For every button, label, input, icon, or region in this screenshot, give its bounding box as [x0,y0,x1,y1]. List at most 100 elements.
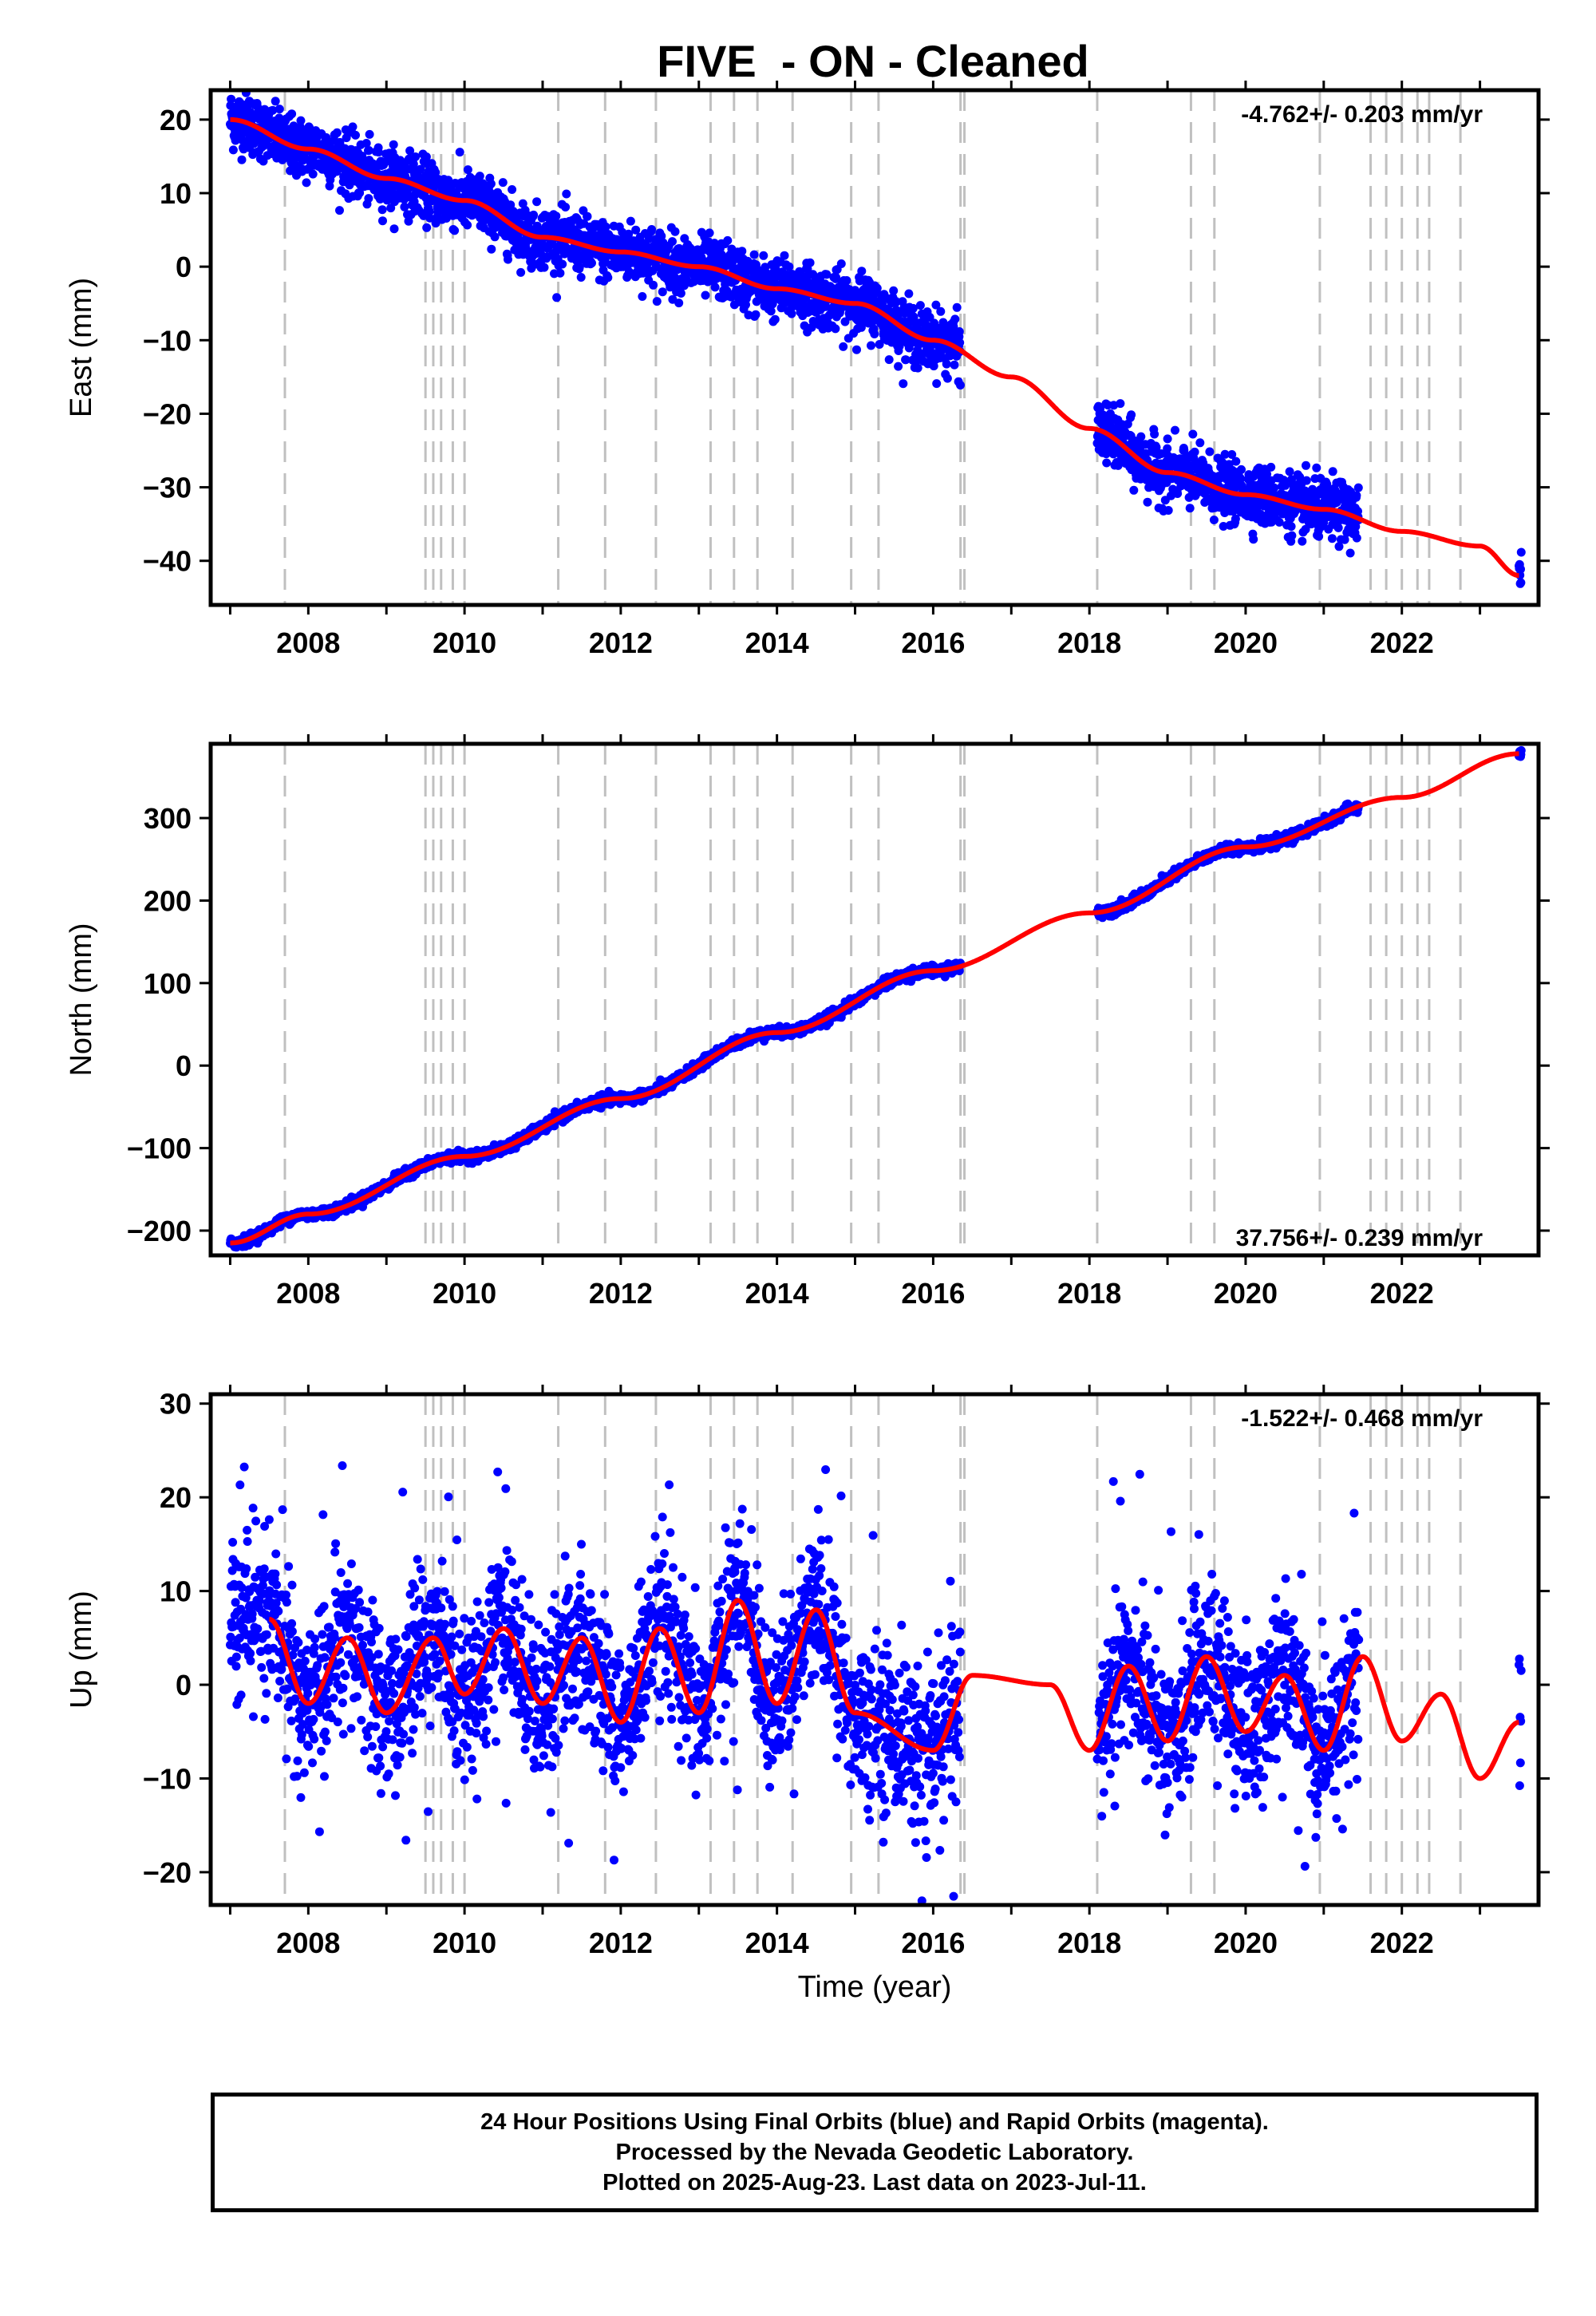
data-point [884,355,894,365]
data-point [723,235,733,245]
data-point [805,258,815,267]
data-point [227,94,236,104]
data-point [404,216,413,226]
data-points-group [226,90,1526,588]
data-point [737,247,747,256]
data-point [889,286,899,295]
data-point [425,207,434,216]
panel-east: 2008 2010 2012 2014 2016 2018 2020 202220100−10… [65,81,1550,659]
data-point [751,310,760,319]
data-point [891,297,901,306]
data-point [508,185,517,194]
data-point [867,341,875,350]
data-point [1298,536,1307,546]
data-point [355,188,365,198]
y-tick-label: −10 [143,324,192,357]
model-fit-line [230,117,1519,579]
data-point [504,255,512,264]
data-point [463,165,472,175]
y-axis-label: East (mm) [65,278,98,417]
data-point [913,363,922,373]
data-point [904,289,914,298]
data-point [365,129,374,139]
data-point [271,97,280,106]
data-point [1312,463,1321,472]
data-point [296,116,306,125]
data-point [1262,469,1272,479]
data-point [842,276,851,285]
x-tick-label: 2022 [1370,626,1434,659]
data-point [701,290,710,300]
data-point [455,148,464,157]
data-point [647,225,657,234]
y-tick-label: 0 [176,251,192,283]
data-point [381,157,390,167]
y-tick-label: −20 [143,397,192,430]
data-point [624,229,634,239]
data-point [1302,460,1310,470]
data-point [932,379,942,389]
data-point [389,224,399,234]
data-point [416,164,425,174]
data-point [1352,533,1361,543]
data-point [1143,497,1152,507]
data-point [1156,449,1166,458]
data-point [908,303,918,313]
data-point [377,205,387,215]
data-point [766,306,776,316]
data-point [822,270,832,279]
data-point [386,204,396,213]
data-point [1340,535,1349,544]
data-point [872,283,882,293]
data-point [1516,578,1526,587]
data-point [668,237,677,247]
data-point [409,160,418,169]
data-point [373,148,383,157]
data-point [490,232,500,242]
data-point [1285,467,1294,476]
data-point [1102,458,1112,468]
data-point [950,360,959,370]
data-point [516,267,526,277]
data-point [576,273,586,282]
data-point [335,206,344,215]
data-point [852,345,861,354]
data-point [705,228,714,238]
data-point [652,297,662,306]
data-point [561,203,571,211]
data-point [901,355,911,365]
data-point [915,301,925,310]
x-axis-ticks: 2008 2010 2012 2014 2016 2018 2020 2022 [228,81,1482,659]
data-point [1270,483,1279,492]
velocity-rate-label: -4.762+/- 0.203 mm/yr [1241,101,1483,128]
data-point [1163,434,1172,444]
data-point [1171,425,1179,435]
data-point [1322,480,1332,488]
data-point [268,105,278,115]
data-point [1516,564,1525,574]
data-point [518,199,527,208]
data-point [676,289,685,298]
data-point [1173,489,1183,498]
data-point [1345,548,1355,558]
y-tick-label: 20 [160,104,192,136]
panel-north: 2008 2010 2012 2014 2016 2018 2020 202230020010… [65,734,1550,1310]
data-point [658,287,667,297]
data-point [1220,449,1230,459]
data-point [1281,480,1290,490]
data-point [587,259,596,268]
data-point [1163,506,1173,515]
data-point [364,194,373,204]
panels-group: 2008 2010 2012 2014 2016 2018 2020 202220100−10… [65,81,1550,2004]
data-point [389,140,398,149]
data-point [1136,432,1146,441]
data-point [1237,464,1246,474]
data-point [529,210,539,219]
data-point [421,152,431,161]
data-point [1302,476,1311,485]
data-point [411,152,421,161]
x-tick-label: 2018 [1057,626,1121,659]
data-point [287,109,297,119]
data-point [839,342,848,351]
data-point [1274,517,1284,527]
